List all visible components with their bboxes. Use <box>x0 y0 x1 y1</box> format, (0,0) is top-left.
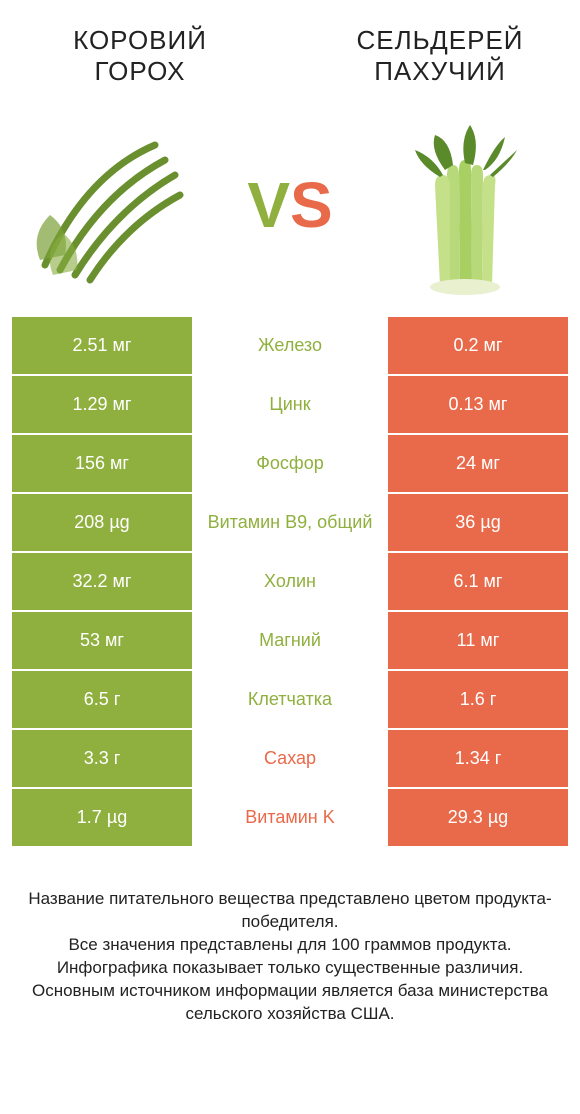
left-value: 2.51 мг <box>12 317 192 374</box>
left-value: 3.3 г <box>12 730 192 787</box>
right-value: 0.13 мг <box>388 376 568 433</box>
table-row: 53 мгМагний11 мг <box>12 612 568 669</box>
left-value: 208 µg <box>12 494 192 551</box>
footer-line: Название питательного вещества представл… <box>20 888 560 934</box>
table-row: 156 мгФосфор24 мг <box>12 435 568 492</box>
vs-label: VS <box>247 168 332 242</box>
right-value: 0.2 мг <box>388 317 568 374</box>
nutrient-label: Витамин K <box>192 789 388 846</box>
right-value: 29.3 µg <box>388 789 568 846</box>
nutrient-label: Витамин B9, общий <box>192 494 388 551</box>
right-title: СЕЛЬДЕРЕЙ ПАХУЧИЙ <box>330 25 550 87</box>
footer-line: Инфографика показывает только существенн… <box>20 957 560 980</box>
nutrient-label: Магний <box>192 612 388 669</box>
left-value: 1.7 µg <box>12 789 192 846</box>
right-value: 1.6 г <box>388 671 568 728</box>
right-value: 1.34 г <box>388 730 568 787</box>
nutrient-label: Железо <box>192 317 388 374</box>
table-row: 208 µgВитамин B9, общий36 µg <box>12 494 568 551</box>
left-value: 32.2 мг <box>12 553 192 610</box>
nutrient-label: Фосфор <box>192 435 388 492</box>
left-value: 156 мг <box>12 435 192 492</box>
table-row: 32.2 мгХолин6.1 мг <box>12 553 568 610</box>
vs-s: S <box>290 168 333 242</box>
table-row: 6.5 гКлетчатка1.6 г <box>12 671 568 728</box>
table-row: 3.3 гСахар1.34 г <box>12 730 568 787</box>
nutrient-label: Холин <box>192 553 388 610</box>
nutrient-label: Клетчатка <box>192 671 388 728</box>
table-row: 1.7 µgВитамин K29.3 µg <box>12 789 568 846</box>
cowpea-icon <box>25 115 205 295</box>
right-value: 11 мг <box>388 612 568 669</box>
footer-line: Все значения представлены для 100 граммо… <box>20 934 560 957</box>
left-value: 53 мг <box>12 612 192 669</box>
right-value: 6.1 мг <box>388 553 568 610</box>
footer-note: Название питательного вещества представл… <box>0 848 580 1046</box>
left-value: 1.29 мг <box>12 376 192 433</box>
left-value: 6.5 г <box>12 671 192 728</box>
right-value: 36 µg <box>388 494 568 551</box>
nutrient-label: Сахар <box>192 730 388 787</box>
table-row: 1.29 мгЦинк0.13 мг <box>12 376 568 433</box>
comparison-table: 2.51 мгЖелезо0.2 мг1.29 мгЦинк0.13 мг156… <box>0 317 580 846</box>
celery-icon <box>375 115 555 295</box>
left-title: КОРОВИЙ ГОРОХ <box>30 25 250 87</box>
table-row: 2.51 мгЖелезо0.2 мг <box>12 317 568 374</box>
right-value: 24 мг <box>388 435 568 492</box>
images-row: VS <box>0 97 580 317</box>
nutrient-label: Цинк <box>192 376 388 433</box>
header: КОРОВИЙ ГОРОХ СЕЛЬДЕРЕЙ ПАХУЧИЙ <box>0 0 580 97</box>
footer-line: Основным источником информации является … <box>20 980 560 1026</box>
vs-v: V <box>247 168 290 242</box>
